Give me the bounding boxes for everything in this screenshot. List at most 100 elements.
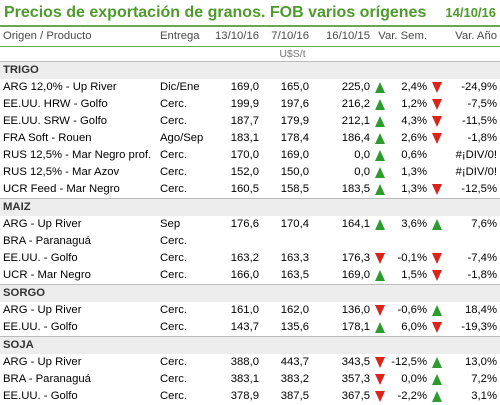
origen-cell: ARG - Up River [3,356,82,368]
arrow-up-icon [375,149,385,161]
origen-cell: ARG - Up River [3,218,82,230]
var-anio-value: 13,0% [464,356,498,368]
price-date-2: 163,5 [280,269,309,281]
col-entrega: Entrega [157,27,212,47]
arrow-up-icon [375,115,385,127]
units-label: U$S/t [279,48,306,60]
price-date-1: 383,1 [230,373,259,385]
arrow-up-icon [375,98,385,110]
col-date-3: 16/10/15 [312,27,373,47]
price-date-1 [212,233,262,250]
price-date-3: 0,0 [354,166,370,178]
price-date-1: 199,9 [230,98,259,110]
var-anio-arrow-cell [430,181,444,199]
arrow-down-icon [375,252,385,264]
origen-cell: ARG 12,0% - Up River [3,81,117,93]
var-anio-arrow-cell [430,164,444,181]
var-sem-value: -0,6% [397,304,428,316]
price-date-2: 162,0 [280,304,309,316]
col-origen: Origen / Producto [0,27,157,47]
var-sem-arrow-cell [373,147,387,164]
arrow-down-icon [375,390,385,402]
var-anio-arrow-cell [430,233,444,250]
entrega-cell: Cerc. [160,115,187,127]
table-row: BRA - Paranaguá Cerc. 383,1 383,2 357,3 0,0% 7… [0,371,500,388]
var-anio-value: 7,2% [471,373,498,385]
origen-cell: FRA Soft - Rouen [3,132,92,144]
entrega-cell: Cerc. [160,373,187,385]
table-row: EE.UU. - Golfo Cerc. 163,2 163,3 176,3 -0,1% -… [0,250,500,267]
price-date-1: 152,0 [230,166,259,178]
var-anio-arrow-cell [430,250,444,267]
var-sem-arrow-cell [373,96,387,113]
table-row: RUS 12,5% - Mar Negro prof. Cerc. 170,0 169… [0,147,500,164]
col-var-sem: Var. Sem. [373,27,431,47]
var-anio-value: -11,5% [462,115,498,127]
col-var-anio: Var. Año [430,27,500,47]
var-anio-value: -1,8% [467,132,498,144]
var-anio-arrow-cell [430,371,444,388]
table-row: BRA - Paranaguá Cerc. [0,233,500,250]
section-name: SORGO [0,284,500,302]
entrega-cell: Ago/Sep [160,132,204,144]
var-anio-value: 18,4% [464,304,498,316]
var-anio-arrow-cell [430,216,444,233]
price-date-2: 387,5 [280,390,309,402]
prices-table: Origen / Producto Entrega 13/10/16 7/10/… [0,27,500,405]
entrega-cell: Cerc. [160,166,187,178]
origen-cell: EE.UU. SRW - Golfo [3,115,107,127]
var-anio-arrow-cell [430,388,444,405]
price-date-3: 169,0 [341,269,370,281]
price-date-2: 170,4 [280,218,309,230]
origen-cell: EE.UU. - Golfo [3,321,78,333]
price-date-2 [262,233,312,250]
origen-cell: EE.UU. - Golfo [3,252,78,264]
origen-cell: BRA - Paranaguá [3,373,91,385]
var-anio-arrow-cell [430,267,444,285]
arrow-down-icon [432,115,443,127]
table-row: EE.UU. SRW - Golfo Cerc. 187,7 179,9 212,1 4,… [0,113,500,130]
arrow-down-icon [375,373,385,385]
var-anio-value: -1,8% [467,269,498,281]
arrow-down-icon [432,269,443,281]
section-name: TRIGO [0,61,500,79]
price-date-1: 183,1 [230,132,259,144]
entrega-cell: Cerc. [160,356,187,368]
var-sem-value: 1,5% [401,269,428,281]
section-name: MAIZ [0,198,500,216]
arrow-down-icon [432,98,443,110]
origen-cell: EE.UU. - Golfo [3,390,78,402]
price-date-3: 0,0 [354,149,370,161]
arrow-up-icon [432,373,443,385]
price-date-3: 186,4 [341,132,370,144]
price-date-1: 169,0 [230,81,259,93]
entrega-cell: Cerc. [160,98,187,110]
var-sem-arrow-cell [373,250,387,267]
entrega-cell: Dic/Ene [160,81,200,93]
origen-cell: UCR Feed - Mar Negro [3,183,120,195]
var-sem-arrow-cell [373,267,387,285]
section-header: SORGO [0,284,500,302]
var-sem-value: 6,0% [401,321,428,333]
arrow-down-icon [375,304,385,316]
var-anio-arrow-cell [430,354,444,371]
price-date-3: 225,0 [341,81,370,93]
price-date-3: 212,1 [341,115,370,127]
table-row: ARG 12,0% - Up River Dic/Ene 169,0 165,0 225… [0,79,500,96]
price-date-1: 388,0 [230,356,259,368]
section-name: SOJA [0,336,500,354]
table-row: EE.UU. - Golfo Cerc. 143,7 135,6 178,1 6,0% -1… [0,319,500,337]
var-anio-value: #¡DIV/0! [455,149,498,161]
col-date-1: 13/10/16 [212,27,262,47]
price-date-2: 150,0 [280,166,309,178]
var-anio-arrow-cell [430,302,444,319]
price-date-3: 183,5 [341,183,370,195]
price-date-1: 187,7 [230,115,259,127]
var-sem-value: 1,3% [401,183,428,195]
arrow-down-icon [375,356,385,368]
var-anio-value: 7,6% [471,218,498,230]
table-row: ARG - Up River Cerc. 161,0 162,0 136,0 -0,6% 1… [0,302,500,319]
var-anio-value: -19,3% [461,321,498,333]
var-anio-value [444,233,500,250]
